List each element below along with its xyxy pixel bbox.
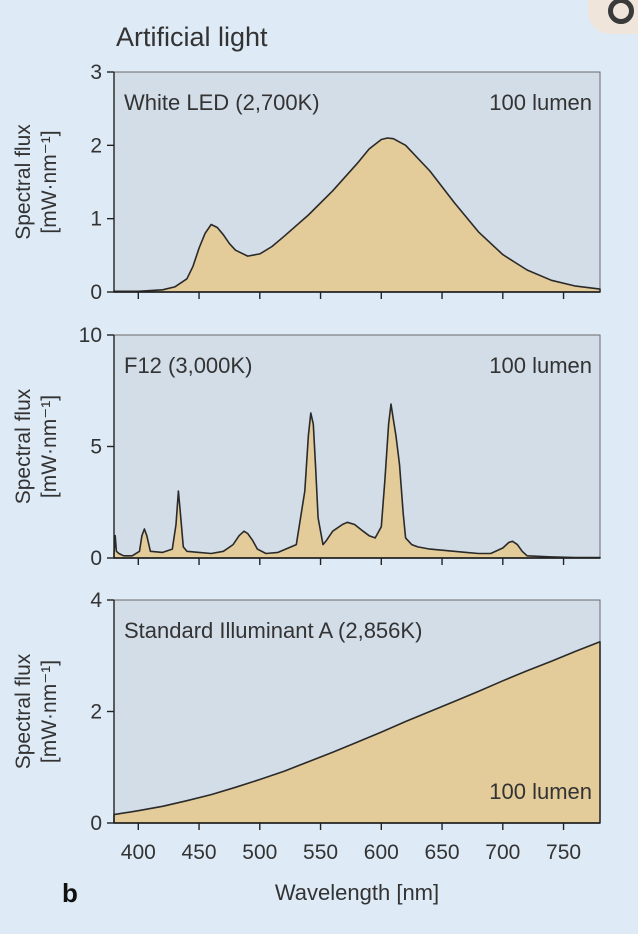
y-tick-label: 0: [90, 281, 102, 304]
x-tick-label: 450: [182, 841, 217, 864]
y-tick-label: 1: [90, 208, 102, 231]
plot-area: [113, 334, 601, 559]
panel-label: Standard Illuminant A (2,856K): [124, 618, 422, 643]
lumen-annotation: 100 lumen: [489, 353, 592, 378]
y-axis-label: Spectral flux: [12, 388, 35, 504]
y-tick-label: 5: [90, 436, 102, 459]
y-tick-label: 3: [90, 61, 102, 84]
panel-label: White LED (2,700K): [124, 90, 320, 115]
panel-1: 0 1 2 3 White LED (2,700K) 100 lumen Spectral …: [12, 61, 601, 304]
x-tick-label: 600: [364, 841, 399, 864]
y-axis-label: Spectral flux: [12, 124, 35, 240]
spectrum-area: [113, 641, 601, 824]
y-axis-unit: [mW·nm⁻¹]: [38, 130, 61, 233]
spectrum-area: [113, 137, 601, 293]
y-tick-label: 0: [90, 547, 102, 570]
y-tick-label: 4: [90, 589, 102, 612]
x-tick-label: 700: [485, 841, 520, 864]
figure-title: Artificial light: [116, 22, 268, 52]
panel-letter: b: [62, 878, 78, 908]
y-tick-label: 2: [90, 701, 102, 724]
y-tick-label: 10: [79, 324, 102, 347]
panel-label: F12 (3,000K): [124, 353, 252, 378]
x-tick-label: 550: [303, 841, 338, 864]
x-tick-label: 750: [546, 841, 581, 864]
panel-3: 0 2 4 400 450 500 550 600 650 700 750 Standard Illu…: [12, 589, 601, 905]
y-tick-label: 0: [90, 812, 102, 835]
panel-2: 0 5 10 F12 (3,000K) 100 lumen Spectral flux [m…: [12, 324, 601, 570]
x-tick-label: 500: [242, 841, 277, 864]
spectrum-area: [113, 403, 601, 559]
lumen-annotation: 100 lumen: [489, 779, 592, 804]
y-tick-label: 2: [90, 134, 102, 157]
x-axis-label: Wavelength [nm]: [275, 880, 439, 905]
y-axis-unit: [mW·nm⁻¹]: [38, 660, 61, 763]
y-axis-label: Spectral flux: [12, 653, 35, 769]
circle-icon: [608, 0, 634, 24]
x-tick-label: 400: [121, 841, 156, 864]
panels: 0 1 2 3 White LED (2,700K) 100 lumen Spectral …: [12, 61, 601, 905]
x-tick-label: 650: [425, 841, 460, 864]
y-axis-unit: [mW·nm⁻¹]: [38, 395, 61, 498]
lumen-annotation: 100 lumen: [489, 90, 592, 115]
